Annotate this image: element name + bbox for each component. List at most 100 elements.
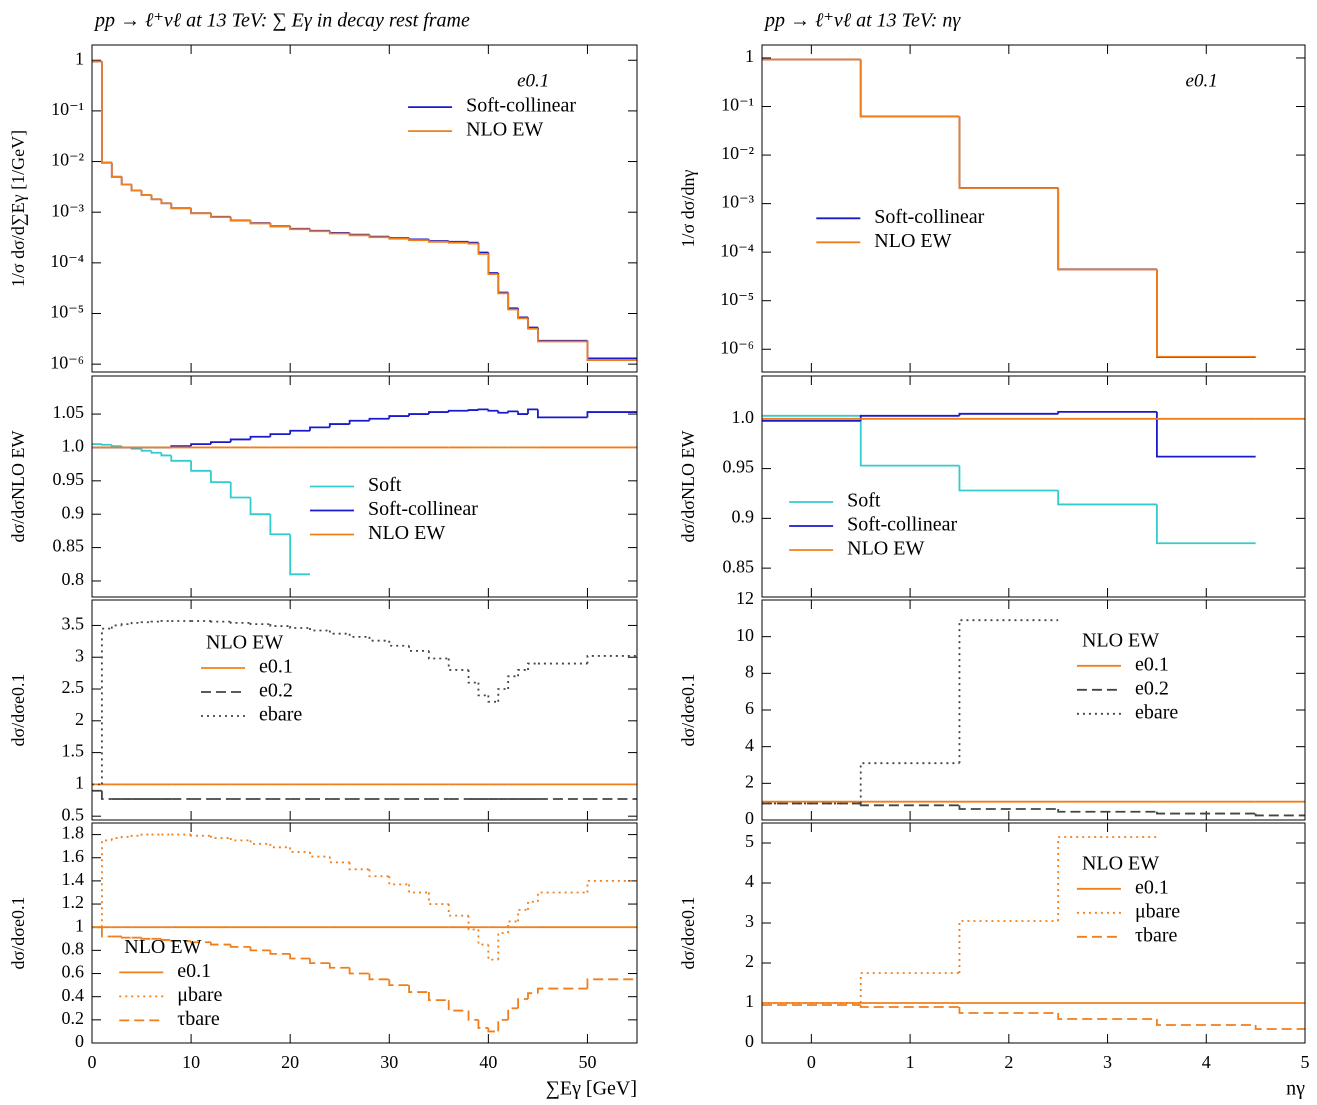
step-bin (1156, 269, 1256, 358)
y-tick-label: 1.6 (62, 846, 85, 866)
step-bin (497, 688, 509, 702)
y-tick-label: 4 (745, 871, 754, 891)
y-axis-label: dσ/dσe0.1 (8, 897, 28, 970)
step-bin (408, 238, 429, 242)
legend-label: Soft-collinear (368, 498, 478, 520)
step-bin (487, 409, 499, 412)
y-axis-label: dσ/dσe0.1 (678, 897, 698, 970)
step-bin (408, 413, 429, 417)
y-axis-label: dσ/dσNLO EW (678, 431, 698, 543)
y-axis-label: 1/σ dσ/dnγ (678, 170, 698, 248)
step-bin (507, 410, 519, 413)
step-bin (408, 645, 429, 652)
step-bin (269, 843, 291, 849)
step-bin (269, 223, 291, 228)
legend-label: μbare (177, 984, 222, 1006)
step-bin (269, 624, 291, 627)
y-tick-label: 1 (75, 48, 84, 68)
step-bin (517, 908, 528, 922)
y-axis-label: 1/σ dσ/d∑Eγ [1/GeV] (8, 130, 28, 287)
step-bin (517, 308, 528, 319)
step-bin (170, 203, 192, 210)
step-bin (487, 1027, 499, 1033)
step-bin (120, 623, 132, 626)
y-axis-label: dσ/dσe0.1 (678, 674, 698, 747)
step-bin (289, 226, 310, 231)
y-tick-label: 0.8 (62, 569, 85, 589)
step-bin (110, 162, 122, 178)
y-tick-label: 10⁻¹ (721, 95, 754, 115)
step-bin (249, 220, 271, 225)
legend-label: Soft (847, 490, 881, 512)
y-tick-label: 0.8 (62, 938, 85, 958)
step-bin (160, 199, 172, 205)
step-bin (497, 1018, 509, 1032)
step-bin (497, 410, 509, 414)
step-bin (586, 978, 637, 989)
step-bin (497, 274, 509, 295)
step-bin (958, 116, 1059, 189)
step-bin (487, 944, 499, 961)
step-bin (477, 682, 489, 697)
step-bin (487, 253, 499, 275)
y-tick-label: 3 (745, 911, 754, 931)
y-tick-label: 0.9 (62, 502, 85, 522)
x-tick-label: 10 (182, 1052, 200, 1072)
y-axis-label: dσ/dσNLO EW (8, 431, 28, 543)
step-bin (586, 879, 637, 893)
x-tick-label: 1 (906, 1052, 915, 1072)
y-tick-label: 8 (745, 661, 754, 681)
y-tick-label: 10⁻³ (51, 200, 85, 220)
y-tick-label: 10⁻³ (721, 192, 755, 212)
step-bin (348, 967, 370, 975)
plot-frame (91, 375, 638, 598)
step-bin (150, 194, 162, 201)
step-bin (190, 834, 211, 837)
step-bin (408, 884, 429, 894)
x-tick-label: 30 (380, 1052, 398, 1072)
x-tick-label: 0 (807, 1052, 816, 1072)
step-bin (210, 213, 231, 219)
step-bin (130, 621, 142, 625)
step-bin (537, 987, 588, 994)
step-bin (120, 176, 132, 186)
y-tick-label: 10⁻⁴ (720, 240, 754, 260)
step-bin (190, 208, 211, 214)
step-bin (130, 834, 142, 837)
step-bin (309, 851, 330, 858)
step-bin (497, 932, 509, 960)
step-bin (1156, 811, 1256, 815)
y-tick-label: 1 (745, 46, 754, 66)
y-tick-label: 10⁻⁵ (50, 302, 84, 322)
step-bin (527, 318, 538, 330)
step-bin (1057, 410, 1157, 414)
step-bin (368, 234, 390, 238)
y-tick-label: 2.5 (62, 677, 85, 697)
step-bin (1156, 411, 1256, 458)
step-bin (507, 675, 519, 690)
legend-title: NLO EW (1082, 852, 1159, 874)
step-bin (467, 1010, 479, 1021)
legend-label: τbare (177, 1008, 220, 1030)
plot-frame (761, 599, 1306, 821)
step-bin (210, 620, 231, 623)
step-bin (487, 695, 499, 703)
y-tick-label: 10⁻⁵ (720, 289, 754, 309)
step-bin (170, 939, 192, 943)
step-bin (527, 317, 538, 329)
legend-label: e0.2 (259, 680, 293, 702)
step-bin (110, 444, 122, 448)
y-tick-label: 0 (745, 808, 754, 828)
step-bin (328, 856, 350, 864)
step-bin (190, 443, 211, 447)
step-bin (229, 482, 251, 499)
step-bin (309, 958, 330, 965)
y-tick-label: 0.5 (62, 804, 85, 824)
step-bin (859, 1005, 960, 1008)
step-bin (958, 619, 1059, 764)
step-bin (388, 876, 410, 886)
step-bin (328, 423, 350, 428)
legend-label: e0.1 (259, 656, 293, 678)
